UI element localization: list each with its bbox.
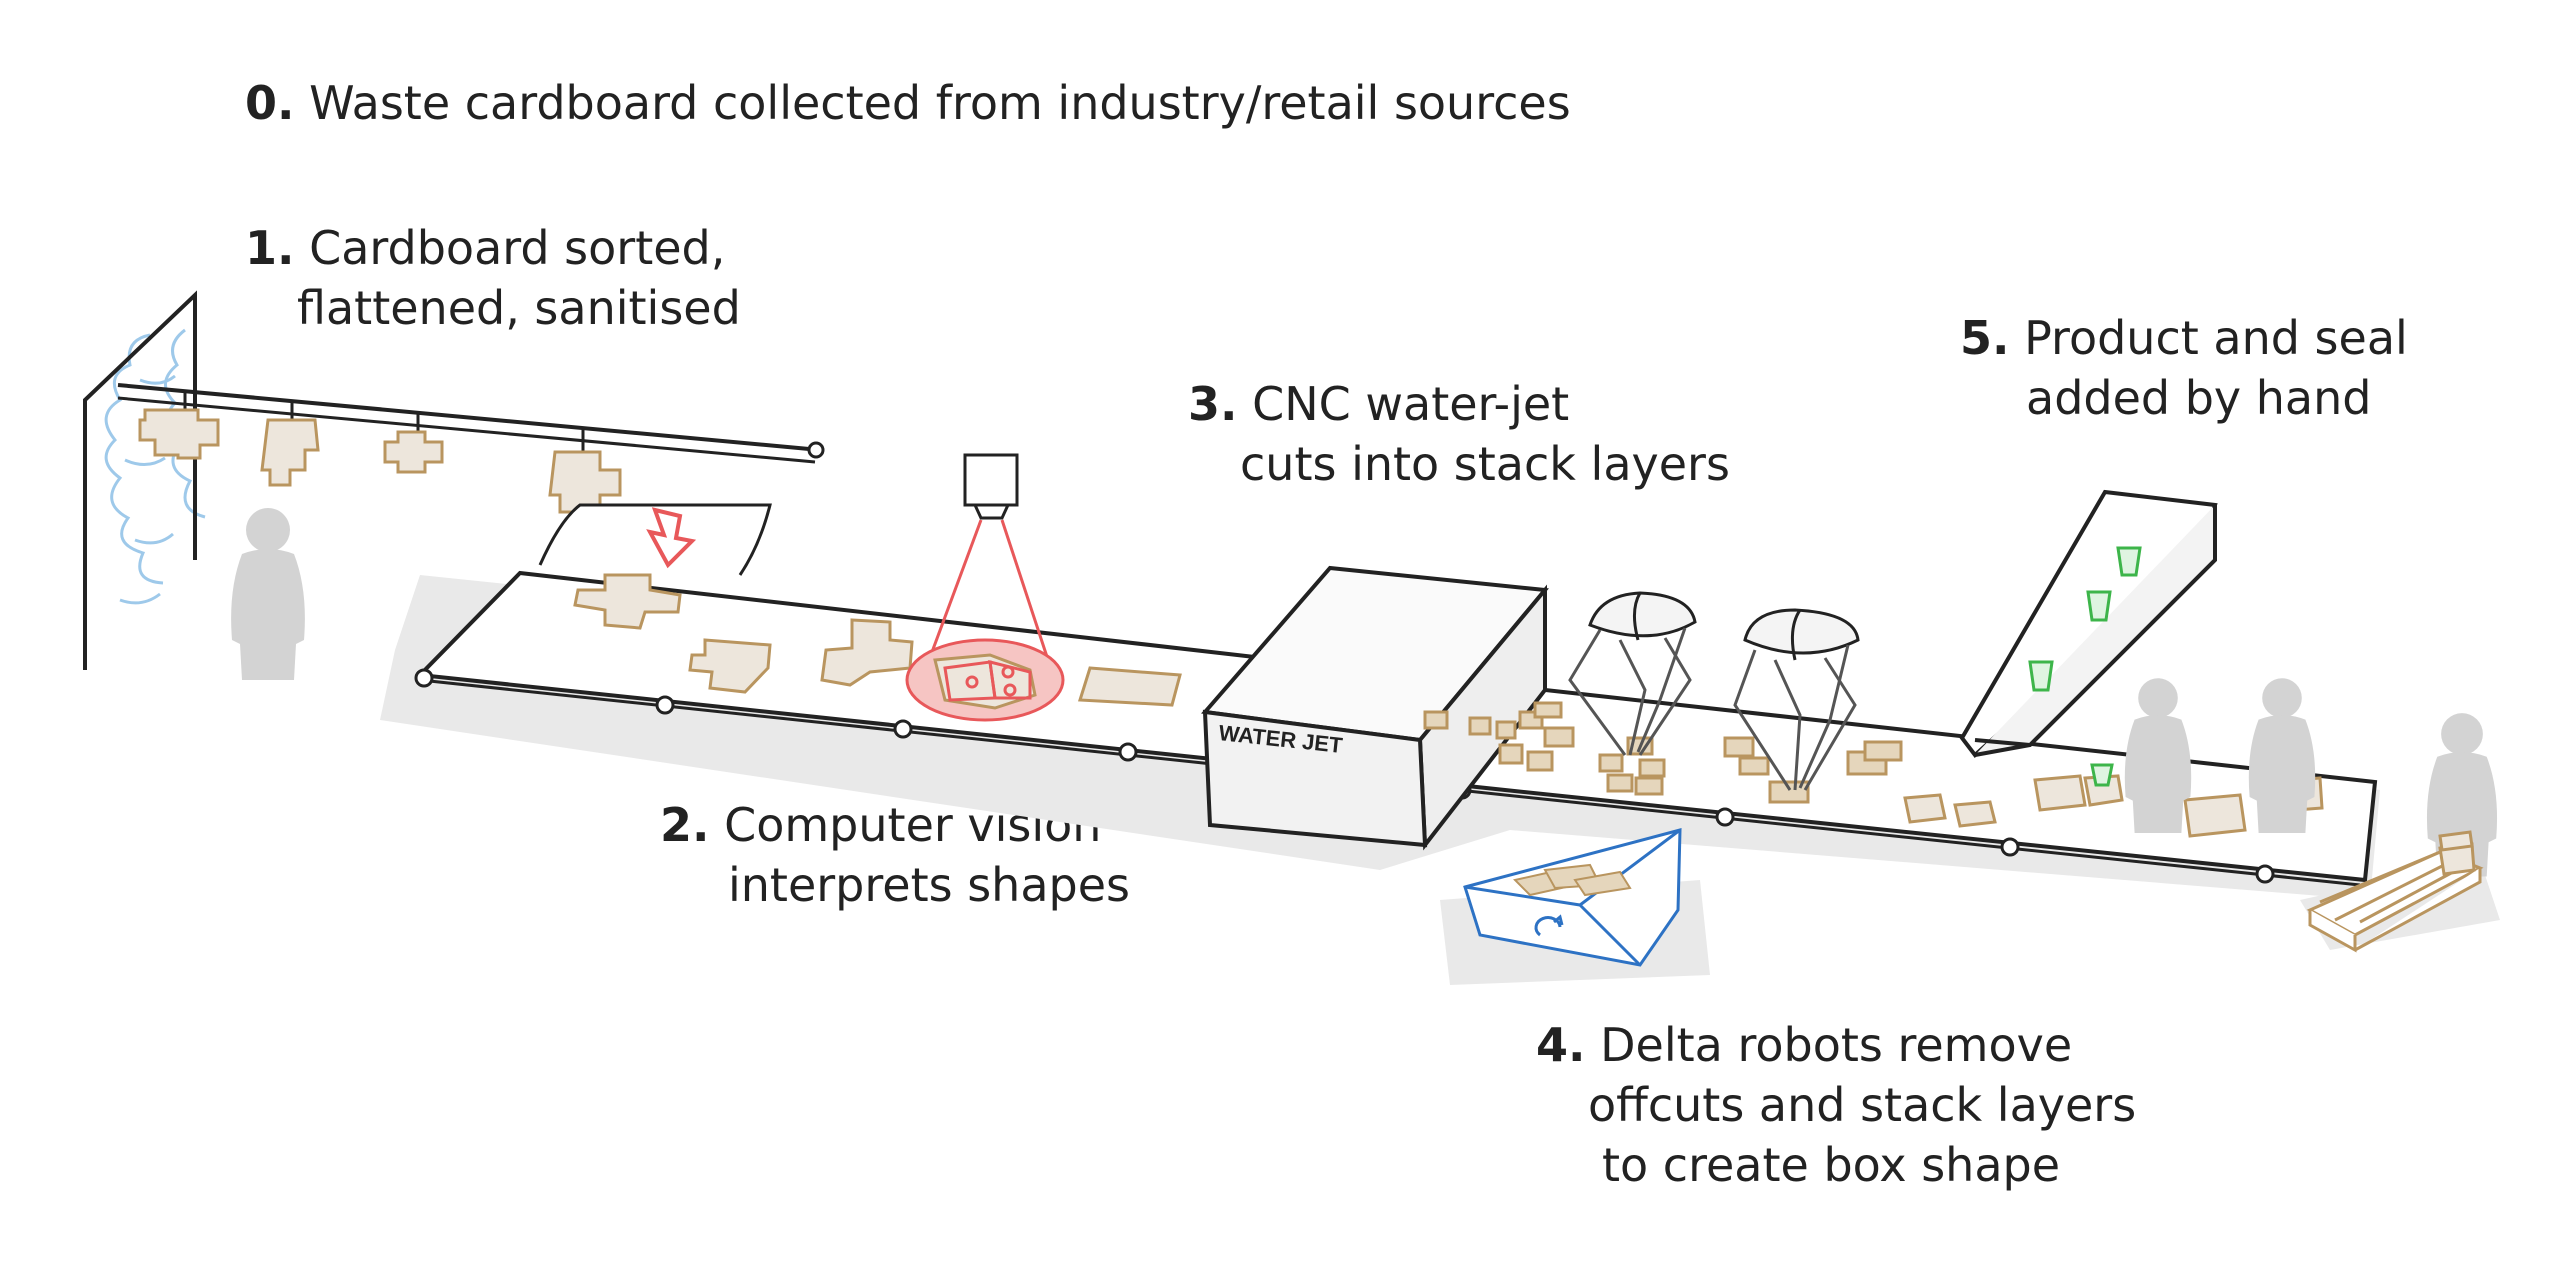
delta-robot-icon bbox=[1733, 608, 1860, 791]
step-3-label: 3. CNC water-jet cuts into stack layers bbox=[1188, 374, 1730, 494]
step-5-line-2: added by hand bbox=[2026, 371, 2372, 425]
cut-stack-layers bbox=[1423, 701, 1903, 804]
person-icon bbox=[2124, 678, 2192, 833]
step-1-line-1: Cardboard sorted, bbox=[309, 221, 726, 275]
step-0-label: 0. Waste cardboard collected from indust… bbox=[245, 73, 1571, 133]
step-2-number: 2. bbox=[660, 798, 710, 852]
delta-robot-icon bbox=[1568, 591, 1697, 756]
step-2-line-2: interprets shapes bbox=[728, 858, 1130, 912]
arrow-down-icon bbox=[646, 507, 697, 569]
step-3-line-1: CNC water-jet bbox=[1252, 377, 1570, 431]
collection-frame bbox=[83, 290, 197, 670]
product-cups bbox=[2028, 546, 2142, 787]
waste-cardboard-pile bbox=[104, 328, 206, 605]
person-icon bbox=[2248, 678, 2316, 833]
vision-field bbox=[930, 519, 1054, 673]
step-5-number: 5. bbox=[1960, 311, 2010, 365]
step-0-text: Waste cardboard collected from industry/… bbox=[309, 76, 1571, 130]
product-chute bbox=[1959, 489, 2218, 758]
step-0-number: 0. bbox=[245, 76, 295, 130]
step-3-line-2: cuts into stack layers bbox=[1240, 437, 1730, 491]
pallet-icon bbox=[2306, 830, 2484, 953]
step-4-number: 4. bbox=[1536, 1018, 1586, 1072]
camera-icon bbox=[963, 453, 1019, 520]
step-1-line-2: flattened, sanitised bbox=[297, 281, 741, 335]
flat-cardboard-sheet bbox=[1077, 666, 1182, 707]
step-4-label: 4. Delta robots remove offcuts and stack… bbox=[1536, 1015, 2136, 1195]
person-icon bbox=[231, 508, 305, 680]
step-1-label: 1. Cardboard sorted, flattened, sanitise… bbox=[245, 218, 741, 338]
cardboard-pieces bbox=[573, 573, 914, 694]
step-4-line-3: to create box shape bbox=[1602, 1138, 2061, 1192]
recycling-bin bbox=[1463, 828, 1682, 967]
step-1-number: 1. bbox=[245, 221, 295, 275]
offcuts bbox=[1513, 863, 1632, 897]
step-3-number: 3. bbox=[1188, 377, 1238, 431]
step-5-line-1: Product and seal bbox=[2024, 311, 2408, 365]
step-4-line-2: offcuts and stack layers bbox=[1588, 1078, 2137, 1132]
scan-detections bbox=[943, 660, 1032, 702]
recycle-icon bbox=[1534, 914, 1564, 937]
overhead-rail bbox=[117, 383, 825, 514]
step-5-label: 5. Product and seal added by hand bbox=[1960, 308, 2408, 428]
step-4-line-1: Delta robots remove bbox=[1600, 1018, 2073, 1072]
